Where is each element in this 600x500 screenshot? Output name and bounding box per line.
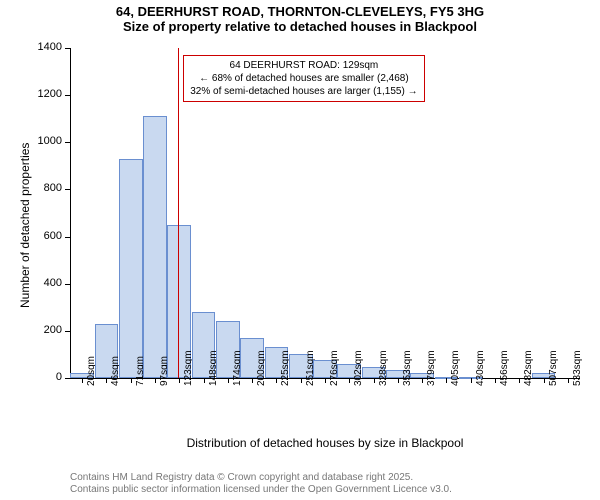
x-tick <box>301 378 302 383</box>
x-tick <box>519 378 520 383</box>
x-tick <box>422 378 423 383</box>
x-tick <box>471 378 472 383</box>
attribution-line1: Contains HM Land Registry data © Crown c… <box>70 472 452 484</box>
x-tick <box>228 378 229 383</box>
x-tick <box>179 378 180 383</box>
x-tick <box>131 378 132 383</box>
x-tick <box>276 378 277 383</box>
callout-line2: ← 68% of detached houses are smaller (2,… <box>190 72 417 85</box>
x-tick <box>252 378 253 383</box>
title-line2: Size of property relative to detached ho… <box>0 19 600 34</box>
y-tick <box>65 95 70 96</box>
y-axis <box>70 48 71 378</box>
x-tick <box>374 378 375 383</box>
y-axis-label: Number of detached properties <box>18 143 32 308</box>
attribution: Contains HM Land Registry data © Crown c… <box>70 472 452 496</box>
x-tick <box>82 378 83 383</box>
y-tick-label: 800 <box>28 182 62 194</box>
x-tick <box>325 378 326 383</box>
histogram-bar <box>143 116 167 378</box>
y-tick <box>65 284 70 285</box>
y-tick-label: 600 <box>28 230 62 242</box>
x-tick <box>398 378 399 383</box>
attribution-line2: Contains public sector information licen… <box>70 484 452 496</box>
callout-line1: 64 DEERHURST ROAD: 129sqm <box>190 59 417 72</box>
y-tick-label: 1200 <box>28 88 62 100</box>
x-tick <box>568 378 569 383</box>
y-tick <box>65 142 70 143</box>
chart-container: 64, DEERHURST ROAD, THORNTON-CLEVELEYS, … <box>0 0 600 500</box>
y-tick-label: 1400 <box>28 41 62 53</box>
x-axis-label: Distribution of detached houses by size … <box>70 436 580 450</box>
reference-line <box>178 48 179 378</box>
y-tick-label: 1000 <box>28 135 62 147</box>
histogram-bar <box>119 159 143 378</box>
x-tick <box>495 378 496 383</box>
y-tick <box>65 331 70 332</box>
y-tick-label: 0 <box>28 371 62 383</box>
x-tick <box>544 378 545 383</box>
x-tick <box>106 378 107 383</box>
x-tick <box>349 378 350 383</box>
title-line1: 64, DEERHURST ROAD, THORNTON-CLEVELEYS, … <box>0 4 600 19</box>
callout-line3: 32% of semi-detached houses are larger (… <box>190 85 417 98</box>
y-tick <box>65 48 70 49</box>
callout-box: 64 DEERHURST ROAD: 129sqm← 68% of detach… <box>183 55 424 102</box>
y-tick-label: 400 <box>28 277 62 289</box>
x-tick <box>204 378 205 383</box>
y-tick-label: 200 <box>28 324 62 336</box>
x-tick <box>155 378 156 383</box>
y-tick <box>65 378 70 379</box>
x-tick <box>446 378 447 383</box>
title-block: 64, DEERHURST ROAD, THORNTON-CLEVELEYS, … <box>0 4 600 34</box>
y-tick <box>65 237 70 238</box>
y-tick <box>65 189 70 190</box>
